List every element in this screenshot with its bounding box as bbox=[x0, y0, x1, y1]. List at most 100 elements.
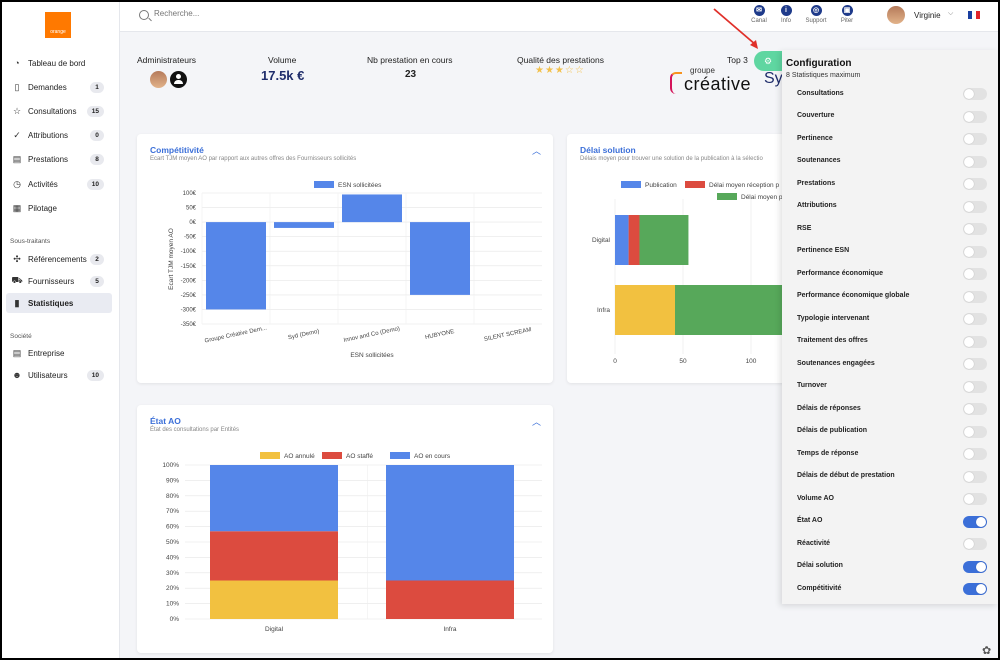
config-toggle[interactable] bbox=[963, 313, 987, 325]
count-badge: 2 bbox=[90, 253, 104, 265]
config-row: RSE bbox=[797, 220, 992, 236]
topbar-info-button[interactable]: i Info bbox=[774, 5, 798, 24]
topbar: ✉ Canal i Info ◎ Support ▣ Piter Virginie ⌵ bbox=[120, 2, 998, 32]
collapse-icon[interactable]: ︿ bbox=[532, 417, 542, 427]
sidebar-item-tableau-de-bord[interactable]: ◔ Tableau de bord bbox=[6, 53, 112, 73]
config-row: Soutenances engagées bbox=[797, 355, 992, 371]
config-toggle[interactable] bbox=[963, 268, 987, 280]
config-toggle[interactable] bbox=[963, 560, 987, 573]
sidebar-item-statistiques[interactable]: ▮ Statistiques bbox=[6, 293, 112, 313]
sidebar-item-demandes[interactable]: ▯ Demandes 1 bbox=[6, 77, 112, 97]
config-toggle[interactable] bbox=[963, 470, 987, 483]
bar bbox=[628, 215, 640, 265]
y-tick-label: 100€ bbox=[183, 191, 197, 197]
chevron-down-icon[interactable]: ⌵ bbox=[948, 10, 954, 17]
bar bbox=[410, 222, 470, 295]
topbar-item-label: Piter bbox=[840, 18, 854, 24]
legend-swatch bbox=[314, 181, 334, 188]
config-toggle[interactable] bbox=[963, 245, 987, 258]
y-tick-label: 50% bbox=[166, 539, 179, 546]
clock-icon: ◷ bbox=[13, 178, 21, 189]
sidebar-item-fournisseurs[interactable]: ⛟ Fournisseurs 5 bbox=[6, 271, 112, 291]
file-icon: ▤ bbox=[12, 154, 22, 165]
config-row: Volume AO bbox=[797, 490, 992, 506]
config-gear-button[interactable]: ⚙ bbox=[754, 51, 782, 71]
french-flag-icon[interactable] bbox=[968, 11, 980, 19]
sidebar-item-prestations[interactable]: ▤ Prestations 8 bbox=[6, 150, 112, 170]
config-toggle[interactable] bbox=[963, 200, 987, 213]
sidebar-item-label: Demandes bbox=[28, 82, 67, 92]
sidebar-item-consultations[interactable]: ☆ Consultations 15 bbox=[6, 101, 112, 121]
sidebar-item-attributions[interactable]: ✓ Attributions 0 bbox=[6, 126, 112, 146]
topbar-item-label: Info bbox=[780, 18, 791, 24]
user-avatar[interactable] bbox=[887, 6, 905, 24]
sidebar-item-activit-s[interactable]: ◷ Activités 10 bbox=[6, 174, 112, 194]
y-tick-label: Digital bbox=[592, 237, 611, 244]
x-tick-label: 50 bbox=[679, 358, 687, 365]
config-toggle[interactable] bbox=[963, 178, 987, 190]
card-title: État AO bbox=[150, 416, 181, 426]
config-toggle[interactable] bbox=[963, 515, 987, 528]
search-input[interactable] bbox=[154, 9, 354, 18]
y-tick-label: 10% bbox=[166, 601, 179, 608]
config-toggle[interactable] bbox=[963, 403, 987, 415]
y-tick-label: 60% bbox=[166, 524, 179, 531]
sidebar-item-pilotage[interactable]: ▦ Pilotage bbox=[6, 198, 112, 218]
card-title: Compétitivité bbox=[150, 145, 204, 155]
config-toggle[interactable] bbox=[963, 448, 987, 460]
config-row: Traitement des offres bbox=[797, 333, 992, 349]
config-row: Délai solution bbox=[797, 558, 992, 574]
legend-swatch bbox=[685, 181, 705, 188]
config-toggle[interactable] bbox=[963, 425, 987, 438]
config-row-label: Performance économique globale bbox=[797, 292, 910, 299]
x-tick-label: Infra bbox=[443, 626, 456, 633]
config-row-label: Délai solution bbox=[797, 562, 843, 569]
config-toggle[interactable] bbox=[963, 493, 987, 505]
sidebar-item-utilisateurs[interactable]: ☻ Utilisateurs 10 bbox=[6, 365, 112, 385]
truck-icon: ⛟ bbox=[11, 275, 23, 285]
config-toggle[interactable] bbox=[963, 380, 987, 393]
collapse-icon[interactable]: ︿ bbox=[532, 146, 542, 156]
config-title: Configuration bbox=[786, 58, 852, 69]
config-toggle[interactable] bbox=[963, 133, 987, 145]
config-toggle[interactable] bbox=[963, 88, 987, 100]
sidebar-item-r-f-rencements[interactable]: ✣ Référencements 2 bbox=[6, 249, 112, 269]
config-toggle[interactable] bbox=[963, 110, 987, 123]
config-toggle[interactable] bbox=[963, 290, 987, 303]
bar bbox=[342, 194, 402, 223]
legend-label: AO annulé bbox=[284, 453, 315, 460]
sidebar-item-label: Consultations bbox=[28, 106, 77, 116]
config-row-label: Couverture bbox=[797, 112, 835, 119]
config-toggle[interactable] bbox=[963, 358, 987, 370]
topbar-canal-button[interactable]: ✉ Canal bbox=[747, 5, 771, 24]
config-toggle[interactable] bbox=[963, 223, 987, 235]
config-toggle[interactable] bbox=[963, 538, 987, 550]
config-toggle[interactable] bbox=[963, 155, 987, 168]
sidebar-item-label: Prestations bbox=[28, 155, 69, 165]
config-row: Réactivité bbox=[797, 535, 992, 551]
config-row: Soutenances bbox=[797, 153, 992, 169]
config-toggle[interactable] bbox=[963, 583, 987, 595]
sidebar-item-entreprise[interactable]: ▤ Entreprise bbox=[6, 343, 112, 363]
config-row-label: Soutenances bbox=[797, 157, 841, 164]
config-row: État AO bbox=[797, 513, 992, 529]
config-row: Consultations bbox=[797, 85, 992, 101]
x-tick-label: SILENT SCREAM bbox=[484, 327, 532, 343]
y-tick-label: Infra bbox=[597, 307, 610, 314]
x-tick-label: Innov and Co (Demo) bbox=[343, 326, 400, 344]
bar bbox=[639, 215, 689, 265]
topbar-piter-button[interactable]: ▣ Piter bbox=[835, 5, 859, 24]
admin-avatar[interactable] bbox=[150, 71, 167, 88]
kpi-top3-label: Top 3 bbox=[727, 55, 748, 65]
card-subtitle: État des consultations par Entités bbox=[150, 427, 240, 433]
orange-logo[interactable]: orange bbox=[45, 12, 71, 38]
count-badge: 10 bbox=[86, 369, 104, 381]
cookie-icon[interactable]: ✿ bbox=[982, 645, 992, 657]
document-icon: ▯ bbox=[14, 81, 20, 92]
user-circle-icon[interactable] bbox=[170, 71, 187, 88]
y-tick-label: 20% bbox=[166, 585, 179, 592]
user-name[interactable]: Virginie bbox=[914, 11, 941, 20]
topbar-support-button[interactable]: ◎ Support bbox=[804, 5, 828, 24]
config-toggle[interactable] bbox=[963, 335, 987, 348]
